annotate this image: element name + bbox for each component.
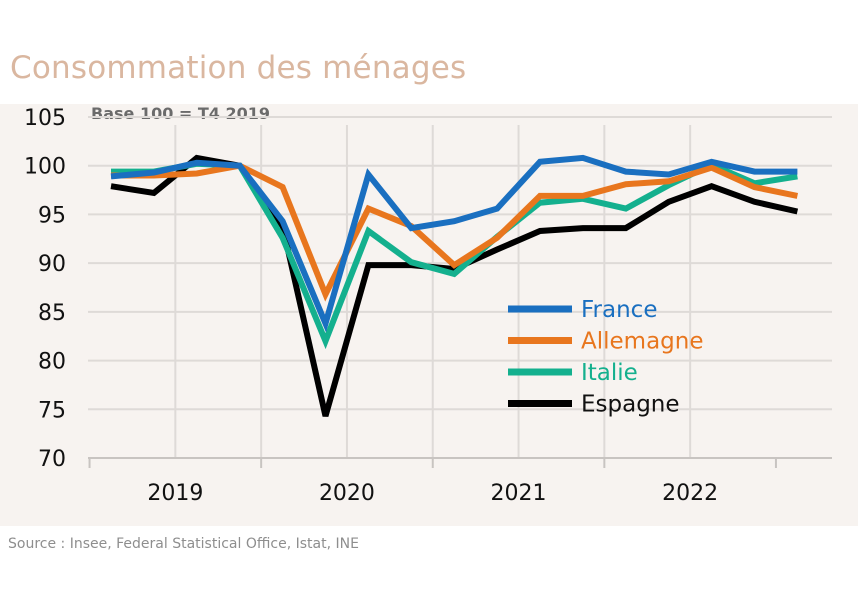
x-tick-label: 2019: [147, 481, 203, 506]
chart-title: Consommation des ménages: [10, 50, 467, 86]
chart-subtitle: Base 100 = T4 2019: [91, 104, 271, 123]
x-tick-label: 2021: [491, 481, 547, 506]
series-line-allemagne: [111, 162, 799, 302]
x-tick-label: 2020: [319, 481, 375, 506]
y-tick-label: 70: [38, 447, 66, 472]
source-note: Source : Insee, Federal Statistical Offi…: [8, 536, 359, 552]
series-line-france: [110, 154, 798, 333]
y-tick-label: 85: [38, 301, 66, 326]
series-line-espagne: [110, 154, 799, 417]
y-tick-label: 90: [38, 252, 66, 277]
y-tick-label: 75: [38, 398, 66, 423]
legend-label: Allemagne: [581, 329, 704, 355]
y-tick-label: 100: [24, 155, 66, 180]
y-tick-label: 80: [38, 350, 66, 375]
y-tick-label: 105: [24, 106, 66, 131]
legend-label: Espagne: [581, 392, 680, 418]
x-tick-label: 2022: [662, 481, 718, 506]
y-tick-label: 95: [38, 203, 66, 228]
legend-label: Italie: [581, 360, 638, 386]
legend-label: France: [581, 297, 657, 323]
